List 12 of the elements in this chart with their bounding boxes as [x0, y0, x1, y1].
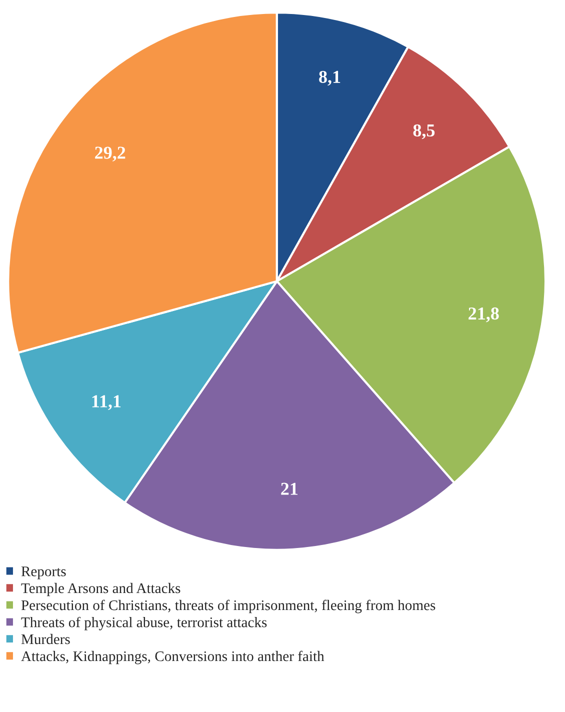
- legend-label: Threats of physical abuse, terrorist attacks: [21, 616, 267, 630]
- data-label: 11,1: [92, 395, 121, 410]
- legend-label: Reports: [21, 566, 66, 580]
- legend-label: Persecution of Christians, threats of imprisonment, fleeing from homes: [21, 600, 436, 614]
- data-label: 29,2: [95, 146, 126, 162]
- data-label: 8,5: [413, 124, 435, 140]
- legend-label: Attacks, Kidnappings, Conversions into anther faith: [21, 650, 324, 664]
- legend-label: Murders: [21, 634, 70, 644]
- data-label: 8,1: [319, 70, 340, 86]
- data-label: 21,8: [468, 307, 499, 322]
- legend-label: Temple Arsons and Attacks: [21, 582, 180, 596]
- data-label: 21: [281, 482, 298, 495]
